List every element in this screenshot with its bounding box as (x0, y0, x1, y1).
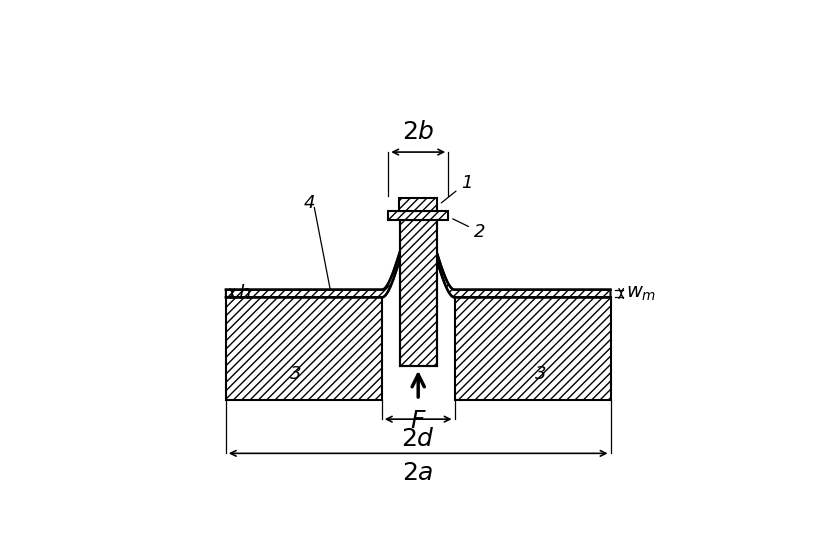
Text: $w_m$: $w_m$ (627, 284, 657, 303)
Bar (400, 220, 437, 366)
Text: $F$: $F$ (410, 410, 427, 433)
Bar (226, 297, 382, 400)
Text: $2d$: $2d$ (401, 427, 435, 451)
Text: $2b$: $2b$ (402, 120, 434, 144)
Text: 1: 1 (441, 174, 472, 203)
Text: 3: 3 (534, 365, 546, 384)
Bar (388, 211, 448, 220)
Polygon shape (226, 213, 610, 297)
Text: $2a$: $2a$ (402, 461, 434, 485)
Bar (399, 198, 437, 211)
Text: $h$: $h$ (237, 284, 251, 303)
Text: 3: 3 (290, 365, 302, 384)
Text: 4: 4 (304, 194, 315, 213)
Text: 2: 2 (453, 219, 486, 241)
Bar (455, 297, 610, 400)
